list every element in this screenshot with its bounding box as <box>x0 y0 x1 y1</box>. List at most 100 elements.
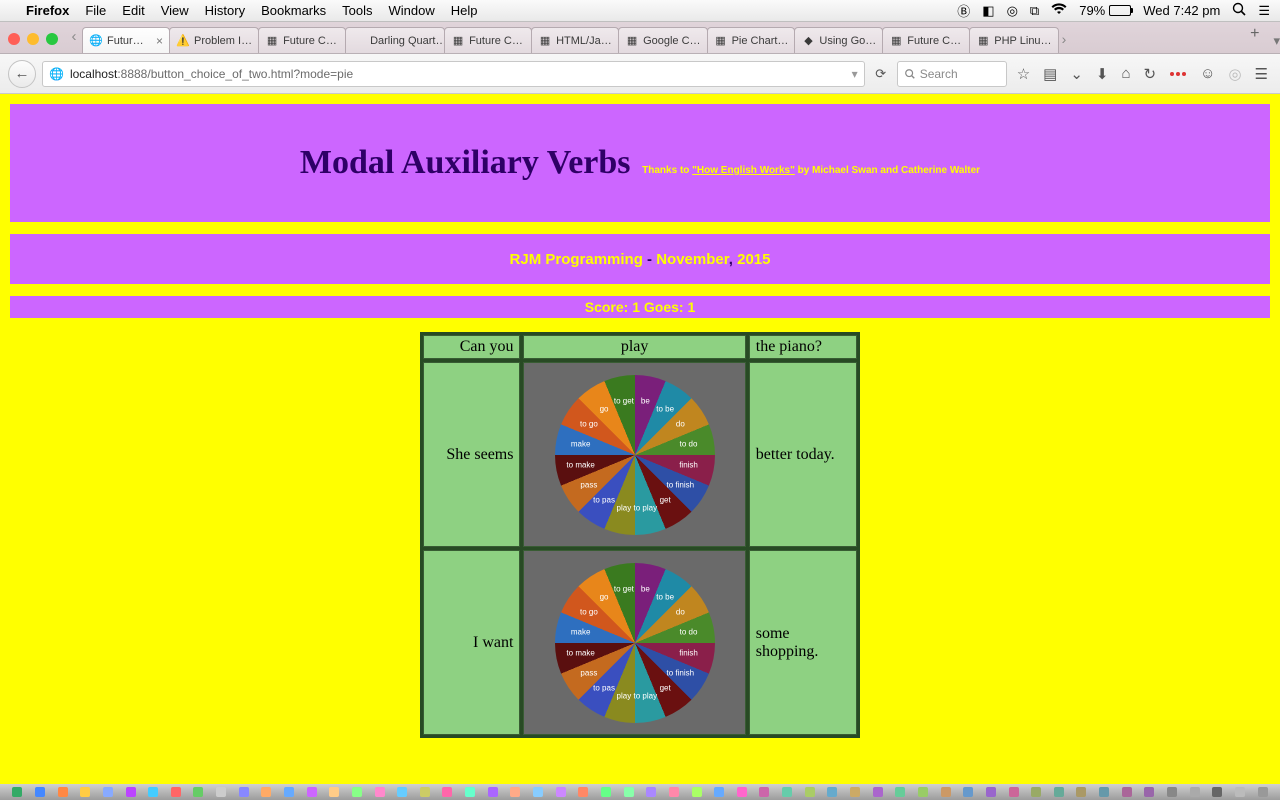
dock-app-icon[interactable] <box>329 787 339 797</box>
dock-app-icon[interactable] <box>488 787 498 797</box>
url-bar[interactable]: 🌐 localhost:8888/button_choice_of_two.ht… <box>42 61 865 87</box>
dock-app-icon[interactable] <box>692 787 702 797</box>
dock-app-icon[interactable] <box>80 787 90 797</box>
dock-app-icon[interactable] <box>578 787 588 797</box>
menu-view[interactable]: View <box>161 3 189 18</box>
menu-file[interactable]: File <box>85 3 106 18</box>
dock-app-icon[interactable] <box>397 787 407 797</box>
clock[interactable]: Wed 7:42 pm <box>1143 3 1220 18</box>
close-window-button[interactable] <box>8 33 20 45</box>
dock-app-icon[interactable] <box>1122 787 1132 797</box>
browser-tab[interactable]: 🌐Futur…× <box>82 27 170 53</box>
dock-app-icon[interactable] <box>1076 787 1086 797</box>
downloads-icon[interactable]: ⬇ <box>1096 65 1109 83</box>
dock-app-icon[interactable] <box>533 787 543 797</box>
reader-icon[interactable]: ▤ <box>1043 65 1057 83</box>
target-icon[interactable]: ◎ <box>1228 65 1241 83</box>
dock-app-icon[interactable] <box>442 787 452 797</box>
dock-app-icon[interactable] <box>307 787 317 797</box>
dock-app-icon[interactable] <box>1054 787 1064 797</box>
new-tab-button[interactable]: + <box>1242 25 1267 49</box>
pocket-icon[interactable]: ⌄ <box>1070 65 1083 83</box>
colored-dots-icon[interactable] <box>1169 72 1187 76</box>
dock-app-icon[interactable] <box>465 787 475 797</box>
dock-app-icon[interactable] <box>261 787 271 797</box>
bookmark-star-icon[interactable]: ☆ <box>1017 65 1030 83</box>
dock-app-icon[interactable] <box>375 787 385 797</box>
dock-app-icon[interactable] <box>895 787 905 797</box>
browser-tab[interactable]: ▦Pie Chart… <box>707 27 796 53</box>
status-icon[interactable]: ◧ <box>982 3 994 19</box>
browser-tab[interactable]: ▦Future C… <box>444 27 532 53</box>
status-icon[interactable]: ◎ <box>1007 3 1018 19</box>
browser-tab[interactable]: ▦PHP Linu… <box>969 27 1058 53</box>
dock-app-icon[interactable] <box>737 787 747 797</box>
browser-tab[interactable]: ▦Google C… <box>618 27 707 53</box>
pie-chart[interactable]: beto bedoto dofinishto finishgetto playp… <box>555 563 715 723</box>
tab-scroll-left-icon[interactable]: ‹ <box>66 28 82 53</box>
app-name[interactable]: Firefox <box>26 3 69 18</box>
wifi-icon[interactable] <box>1051 3 1067 18</box>
dock-app-icon[interactable] <box>827 787 837 797</box>
dock-app-icon[interactable] <box>216 787 226 797</box>
dock-app-icon[interactable] <box>669 787 679 797</box>
dock-app-icon[interactable] <box>103 787 113 797</box>
hamburger-menu-icon[interactable]: ☰ <box>1255 65 1268 83</box>
dock-app-icon[interactable] <box>239 787 249 797</box>
home-icon[interactable]: ⌂ <box>1121 65 1130 82</box>
dock-app-icon[interactable] <box>1190 787 1200 797</box>
zoom-window-button[interactable] <box>46 33 58 45</box>
dock-app-icon[interactable] <box>193 787 203 797</box>
tab-scroll-right-icon[interactable]: › <box>1058 31 1071 53</box>
menu-window[interactable]: Window <box>389 3 435 18</box>
dock-app-icon[interactable] <box>963 787 973 797</box>
sync-icon[interactable]: ↻ <box>1144 65 1157 83</box>
dock-app-icon[interactable] <box>1167 787 1177 797</box>
browser-tab[interactable]: ▦HTML/Ja… <box>531 27 619 53</box>
dock-app-icon[interactable] <box>35 787 45 797</box>
dock-app-icon[interactable] <box>873 787 883 797</box>
menu-help[interactable]: Help <box>451 3 478 18</box>
close-tab-icon[interactable]: × <box>156 34 163 48</box>
pie-chart[interactable]: beto bedoto dofinishto finishgetto playp… <box>555 375 715 535</box>
minimize-window-button[interactable] <box>27 33 39 45</box>
dock-app-icon[interactable] <box>556 787 566 797</box>
dock-app-icon[interactable] <box>148 787 158 797</box>
spotlight-icon[interactable] <box>1232 2 1246 19</box>
dock-app-icon[interactable] <box>58 787 68 797</box>
reload-button[interactable]: ⟳ <box>871 66 891 82</box>
dock-app-icon[interactable] <box>284 787 294 797</box>
browser-tab[interactable]: ▦Future C… <box>258 27 346 53</box>
dock-app-icon[interactable] <box>986 787 996 797</box>
dock-app-icon[interactable] <box>918 787 928 797</box>
dock-app-icon[interactable] <box>352 787 362 797</box>
dock-app-icon[interactable] <box>1212 787 1222 797</box>
dock-app-icon[interactable] <box>510 787 520 797</box>
dock-app-icon[interactable] <box>126 787 136 797</box>
browser-tab[interactable]: Darling Quart… <box>345 27 445 53</box>
menu-history[interactable]: History <box>205 3 245 18</box>
dock-app-icon[interactable] <box>782 787 792 797</box>
back-button[interactable]: ← <box>8 60 36 88</box>
dock-app-icon[interactable] <box>941 787 951 797</box>
dock-app-icon[interactable] <box>850 787 860 797</box>
battery-status[interactable]: 79% <box>1079 3 1131 18</box>
smiley-icon[interactable]: ☺ <box>1200 65 1215 82</box>
dock-app-icon[interactable] <box>171 787 181 797</box>
dock-app-icon[interactable] <box>1099 787 1109 797</box>
dock-app-icon[interactable] <box>1258 787 1268 797</box>
menu-tools[interactable]: Tools <box>342 3 372 18</box>
tabs-dropdown-icon[interactable]: ▾ <box>1273 33 1280 49</box>
dock-app-icon[interactable] <box>1235 787 1245 797</box>
browser-tab[interactable]: ▦Future C… <box>882 27 970 53</box>
credit-link[interactable]: "How English Works" <box>692 165 795 176</box>
menu-bookmarks[interactable]: Bookmarks <box>261 3 326 18</box>
status-icon[interactable]: Ⓑ <box>957 1 970 20</box>
url-dropdown-icon[interactable]: ▾ <box>852 67 858 81</box>
dock-app-icon[interactable] <box>601 787 611 797</box>
macos-dock[interactable] <box>0 784 1280 800</box>
browser-tab[interactable]: ⚠️Problem I… <box>169 27 259 53</box>
notification-center-icon[interactable]: ☰ <box>1258 3 1270 19</box>
dock-app-icon[interactable] <box>624 787 634 797</box>
airplay-icon[interactable]: ⧉ <box>1030 3 1039 19</box>
